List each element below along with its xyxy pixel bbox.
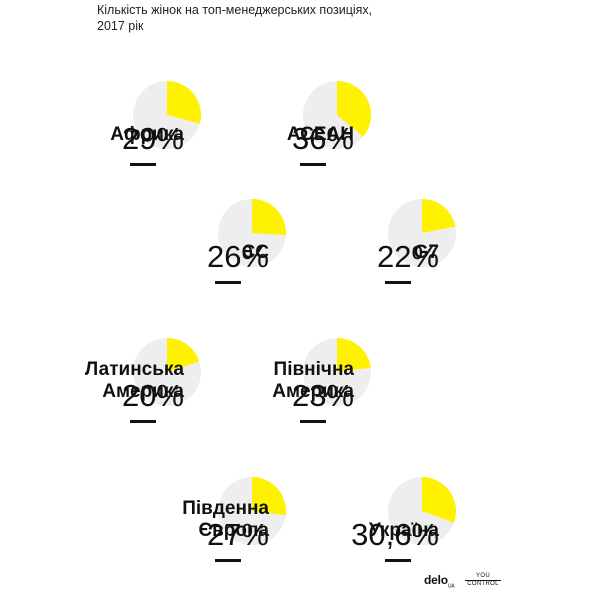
- percent-label: 36%: [291, 121, 354, 156]
- title-line-2: 2017 рік: [97, 19, 144, 33]
- delo-logo-suffix: UA: [447, 583, 455, 590]
- dash-divider: [300, 163, 326, 166]
- pie-chart: [303, 81, 372, 149]
- region-label-line: Латинська: [84, 359, 184, 380]
- pie-chart: [218, 199, 286, 267]
- percent-label: 23%: [291, 378, 354, 413]
- percent-label: 29%: [121, 121, 184, 156]
- region-label-line: Європа: [198, 520, 269, 541]
- title-line-1: Кількість жінок на топ-менеджерських поз…: [97, 3, 373, 17]
- dash-divider: [215, 281, 241, 284]
- pie-item: ЄС 26%: [165, 198, 325, 308]
- pie-slice: [252, 477, 286, 516]
- percent-label: 20%: [121, 378, 184, 413]
- dash-divider: [215, 559, 241, 562]
- region-label: Україна: [369, 520, 439, 542]
- region-label: ЄС: [242, 242, 269, 264]
- pie-item: Північна Америка 23%: [250, 337, 410, 447]
- pie-slice: [422, 199, 456, 233]
- pie-chart: [218, 477, 286, 545]
- region-label: Латинська Америка: [85, 359, 184, 403]
- pie-item: Південна Європа 27%: [165, 476, 325, 586]
- pie-item: G7 22%: [335, 198, 495, 308]
- pie-slice: [252, 199, 286, 236]
- pie-slice: [337, 338, 371, 372]
- region-label-line: Північна: [273, 359, 354, 380]
- region-label-line: Африка: [110, 124, 184, 145]
- pie-chart: [133, 81, 201, 149]
- youcontrol-logo-line-2: CONTROL: [467, 581, 499, 587]
- region-label: АСЕАН: [287, 124, 354, 146]
- pie-slice: [167, 338, 200, 372]
- youcontrol-logo: YOU CONTROL: [462, 573, 504, 588]
- region-label-line: G7: [413, 242, 439, 263]
- pie-item: Україна 30,6%: [335, 476, 495, 586]
- youcontrol-logo-line-1: YOU: [476, 573, 490, 579]
- percent-label: 27%: [206, 517, 269, 552]
- region-label-line: Америка: [272, 381, 354, 402]
- youcontrol-logo-rule: [465, 580, 501, 581]
- chart-title: Кількість жінок на топ-менеджерських поз…: [97, 2, 517, 34]
- pie-item: Латинська Америка 20%: [80, 337, 240, 447]
- pie-item: АСЕАН 36%: [250, 80, 410, 190]
- percent-label: 30,6%: [351, 517, 439, 552]
- dash-divider: [385, 559, 411, 562]
- percent-label: 26%: [206, 239, 269, 274]
- region-label-line: АСЕАН: [286, 124, 354, 145]
- region-label-line: ЄС: [241, 242, 269, 263]
- dash-divider: [385, 281, 411, 284]
- delo-logo: deloUA: [424, 573, 455, 590]
- percent-label: 22%: [376, 239, 439, 274]
- dash-divider: [130, 420, 156, 423]
- delo-logo-text: delo: [424, 573, 448, 587]
- region-label-line: Південна: [182, 498, 269, 519]
- region-label: Південна Європа: [182, 498, 269, 542]
- pie-item: Африка 29%: [80, 80, 240, 190]
- region-label-line: Америка: [102, 381, 184, 402]
- pie-chart: [388, 477, 457, 545]
- pie-slice: [337, 81, 372, 137]
- region-label: Північна Америка: [272, 359, 354, 403]
- pie-slice: [422, 477, 457, 523]
- pie-chart: [133, 338, 201, 406]
- region-label: G7: [414, 242, 439, 264]
- pie-chart: [303, 338, 371, 406]
- pie-slice: [167, 81, 201, 124]
- dash-divider: [130, 163, 156, 166]
- pie-chart: [388, 199, 456, 267]
- dash-divider: [300, 420, 326, 423]
- region-label-line: Україна: [368, 520, 439, 541]
- region-label: Африка: [110, 124, 184, 146]
